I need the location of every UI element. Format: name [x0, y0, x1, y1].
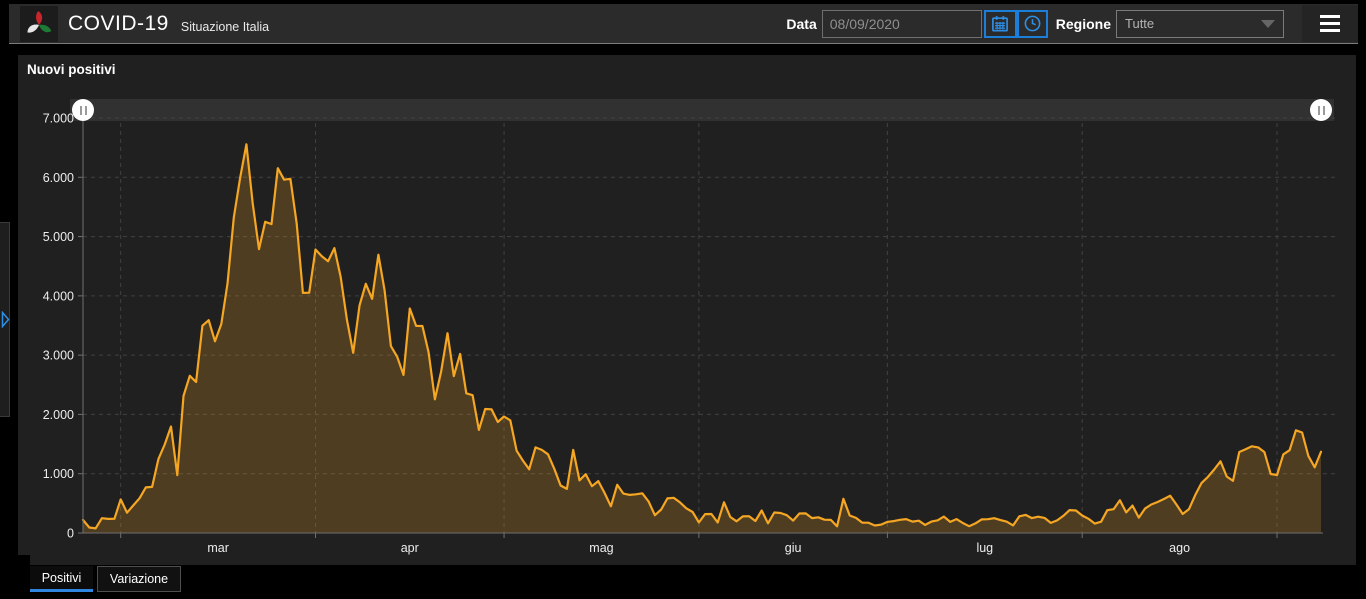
chevron-down-icon: [1261, 19, 1275, 28]
y-axis-label: 4.000: [43, 289, 74, 303]
region-select[interactable]: Tutte: [1116, 9, 1284, 38]
chart-title: Nuovi positivi: [27, 62, 116, 77]
chart-tabbar: Positivi Variazione: [30, 566, 181, 592]
x-axis-label: mar: [207, 541, 229, 555]
slider-handle-left[interactable]: [72, 99, 94, 121]
page-subtitle: Situazione Italia: [180, 19, 270, 34]
x-axis-label: lug: [976, 541, 993, 555]
data-line: [81, 143, 1323, 530]
tab-variazione[interactable]: Variazione: [97, 566, 181, 592]
y-axis-label: 6.000: [43, 171, 74, 185]
time-button[interactable]: [1016, 9, 1048, 38]
y-axis-label: 1.000: [43, 467, 74, 481]
x-axis-label: ago: [1169, 541, 1190, 555]
y-axis-label: 7.000: [43, 112, 74, 126]
slider-handle-right[interactable]: [1310, 99, 1332, 121]
y-axis-label: 5.000: [43, 230, 74, 244]
header-controls: Data Regione Tutte: [786, 5, 1358, 42]
panel-notch: [18, 555, 30, 565]
app-header: COVID-19 Situazione Italia Data Region: [9, 4, 1358, 44]
hamburger-menu-icon: [1320, 15, 1340, 18]
clock-icon: [1024, 15, 1041, 32]
y-axis-label: 2.000: [43, 408, 74, 422]
tab-positivi[interactable]: Positivi: [30, 566, 93, 592]
calendar-button[interactable]: [983, 9, 1017, 38]
y-axis-label: 3.000: [43, 349, 74, 363]
tricolor-pinwheel-icon: [27, 10, 52, 33]
x-axis-label: giu: [785, 541, 802, 555]
area-fill: [83, 144, 1321, 534]
page-title: COVID-19: [68, 11, 169, 35]
date-input[interactable]: [821, 9, 982, 38]
sidebar-expand-strip[interactable]: [0, 222, 10, 417]
chevron-right-icon: [1, 311, 10, 328]
region-selected-value: Tutte: [1125, 16, 1155, 31]
x-axis-label: mag: [589, 541, 613, 555]
calendar-icon: [992, 15, 1009, 31]
hamburger-menu-button[interactable]: [1302, 5, 1358, 42]
region-label: Regione: [1055, 15, 1111, 32]
x-axis-label: apr: [401, 541, 419, 555]
chart-canvas[interactable]: 0 1.000 2.000 3.000 4.000 5.000 6.000 7.000 mar a…: [18, 55, 1356, 565]
chart-panel: Nuovi positivi 0 1.000 2.000 3.000 4.000 5.00…: [18, 55, 1356, 565]
time-range-slider-track[interactable]: [70, 99, 1334, 121]
protezione-civile-logo: [20, 5, 58, 42]
y-axis-label: 0: [67, 527, 74, 541]
date-label: Data: [786, 15, 817, 32]
